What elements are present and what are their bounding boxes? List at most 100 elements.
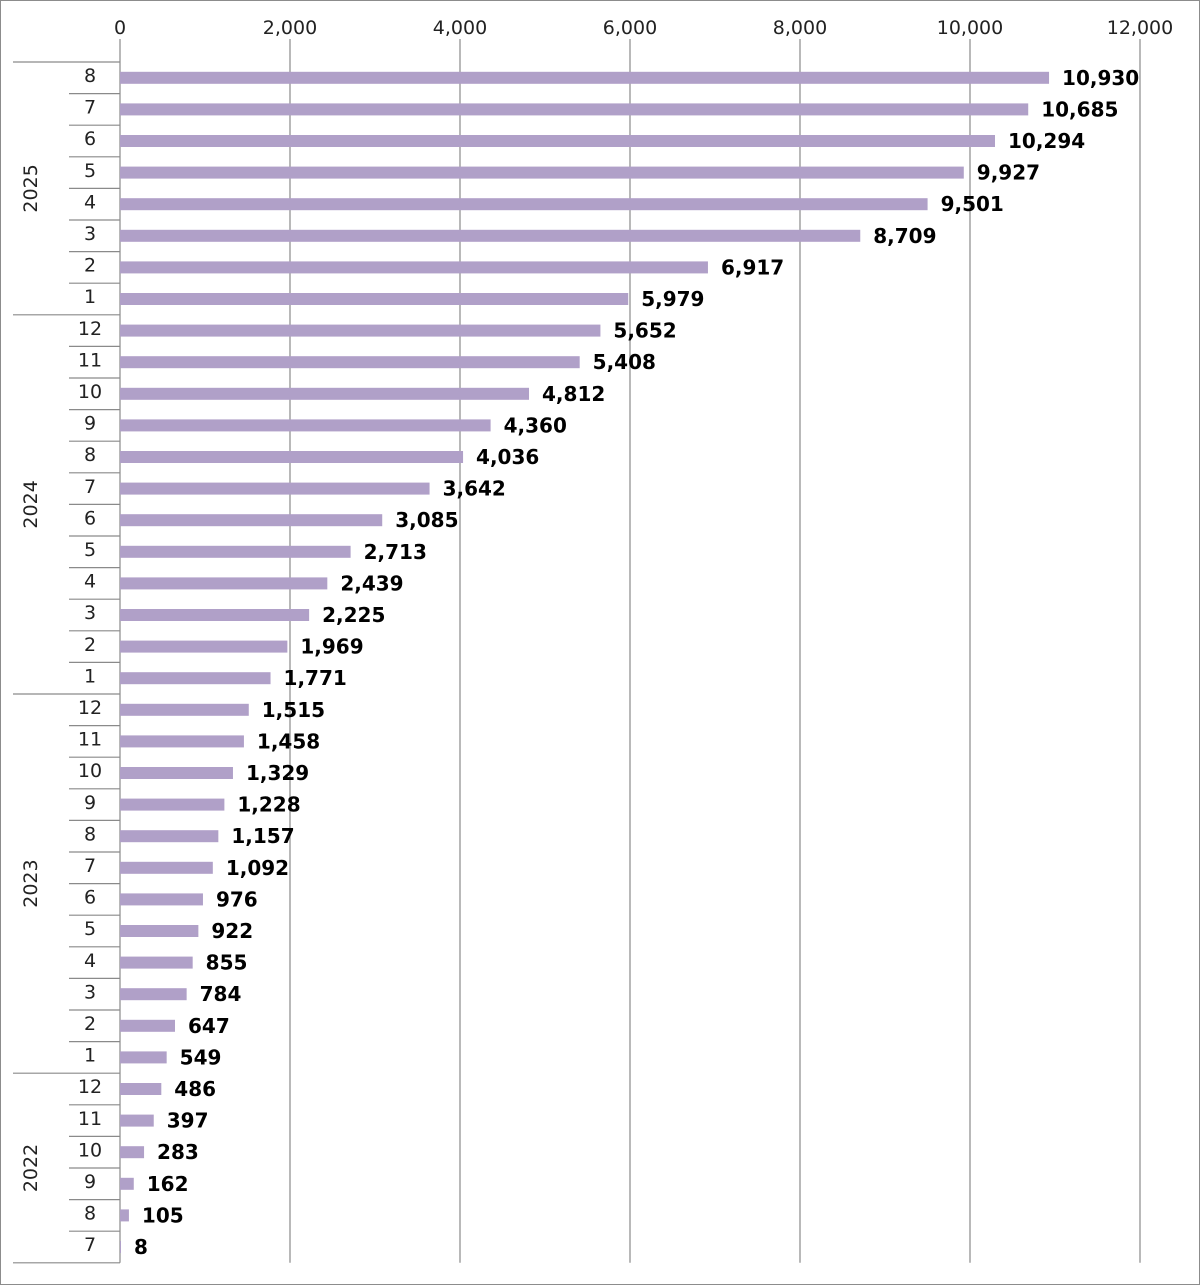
data-label: 9,501 (941, 192, 1004, 216)
bar (120, 71, 1050, 84)
data-label: 784 (200, 982, 242, 1006)
month-label: 6 (84, 128, 96, 150)
bar (120, 703, 249, 716)
month-label: 3 (84, 981, 96, 1003)
data-label: 1,157 (231, 824, 294, 848)
data-label: 1,458 (257, 729, 320, 753)
data-label: 2,225 (322, 603, 385, 627)
x-tick-label: 10,000 (937, 17, 1003, 39)
month-label: 7 (84, 855, 96, 877)
year-label: 2024 (20, 480, 42, 528)
data-label: 162 (147, 1172, 189, 1196)
bar (120, 1051, 167, 1064)
month-label: 5 (84, 539, 96, 561)
data-label: 8 (134, 1235, 148, 1259)
data-label: 4,812 (542, 382, 605, 406)
data-label: 6,917 (721, 255, 784, 279)
month-label: 10 (78, 381, 102, 403)
data-label: 4,036 (476, 445, 539, 469)
bar (120, 577, 328, 590)
bar (120, 1241, 121, 1253)
data-label: 1,228 (237, 793, 300, 817)
bar (120, 1114, 154, 1127)
bar (120, 1146, 145, 1159)
data-label: 5,408 (593, 350, 656, 374)
data-label: 922 (211, 919, 253, 943)
bar (120, 925, 199, 937)
data-label: 10,294 (1008, 129, 1085, 153)
month-label: 8 (84, 1203, 96, 1225)
data-label: 9,927 (977, 161, 1040, 185)
data-label: 4,360 (504, 413, 567, 437)
bar (120, 1083, 162, 1095)
data-label: 647 (188, 1014, 230, 1038)
data-label: 397 (167, 1109, 209, 1133)
data-label: 10,685 (1041, 97, 1118, 121)
bar (120, 1209, 129, 1222)
month-label: 4 (84, 950, 96, 972)
data-label: 10,930 (1062, 66, 1139, 90)
month-label: 12 (78, 1076, 102, 1098)
month-label: 11 (78, 729, 102, 751)
bar (120, 956, 193, 969)
bar (120, 324, 601, 337)
bar (120, 229, 861, 242)
data-label: 1,771 (284, 666, 347, 690)
data-label: 8,709 (873, 224, 936, 248)
data-label: 2,713 (364, 540, 427, 564)
x-tick-label: 0 (114, 17, 126, 39)
bar (120, 293, 629, 305)
data-label: 855 (206, 951, 248, 975)
data-label: 105 (142, 1203, 184, 1227)
year-label: 2025 (20, 164, 42, 212)
data-label: 1,515 (262, 698, 325, 722)
data-label: 1,092 (226, 856, 289, 880)
data-label: 976 (216, 887, 258, 911)
month-label: 9 (84, 1171, 96, 1193)
month-label: 11 (78, 349, 102, 371)
month-label: 7 (84, 1234, 96, 1256)
bar (120, 356, 580, 369)
bar (120, 103, 1029, 116)
data-label: 5,652 (613, 319, 676, 343)
bar (120, 419, 491, 432)
x-tick-label: 2,000 (263, 17, 317, 39)
month-label: 2 (84, 1013, 96, 1035)
month-label: 10 (78, 1139, 102, 1161)
data-label: 486 (174, 1077, 216, 1101)
bar (120, 609, 310, 621)
month-label: 5 (84, 918, 96, 940)
month-label: 9 (84, 792, 96, 814)
month-label: 12 (78, 697, 102, 719)
data-label: 3,642 (443, 477, 506, 501)
bar (120, 672, 271, 685)
month-label: 4 (84, 191, 96, 213)
month-label: 4 (84, 571, 96, 593)
data-label: 1,329 (246, 761, 309, 785)
year-label: 2022 (20, 1144, 42, 1192)
month-label: 3 (84, 223, 96, 245)
month-label: 1 (84, 286, 96, 308)
bar (120, 261, 708, 274)
month-label: 9 (84, 413, 96, 435)
month-label: 8 (84, 823, 96, 845)
month-label: 8 (84, 65, 96, 87)
x-tick-label: 6,000 (603, 17, 657, 39)
data-label: 5,979 (641, 287, 704, 311)
month-label: 1 (84, 1045, 96, 1067)
month-label: 6 (84, 887, 96, 909)
month-label: 1 (84, 665, 96, 687)
bar (120, 451, 464, 463)
month-label: 10 (78, 760, 102, 782)
month-label: 2 (84, 634, 96, 656)
bar (120, 166, 964, 179)
bar (120, 893, 203, 906)
month-label: 11 (78, 1108, 102, 1130)
data-label: 1,969 (300, 635, 363, 659)
bar (120, 482, 430, 495)
bar (120, 387, 530, 400)
bar (120, 640, 288, 653)
bar (120, 861, 213, 874)
bar (120, 798, 225, 811)
